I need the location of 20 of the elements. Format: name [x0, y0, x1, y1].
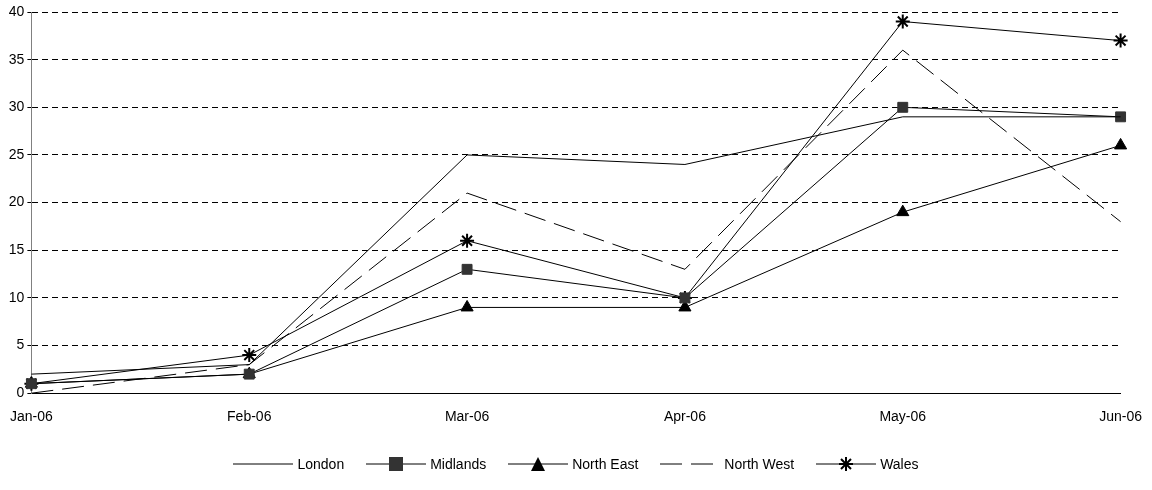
- x-tick-label: Jun-06: [1099, 408, 1143, 425]
- y-tick-label: 0: [16, 384, 25, 401]
- y-tick-label: 5: [16, 336, 25, 353]
- legend-label: North West: [724, 456, 795, 472]
- y-tick-label: 25: [8, 145, 25, 162]
- legend-label: North East: [572, 456, 639, 472]
- y-tick-label: 20: [8, 193, 25, 210]
- y-tick-label: 10: [8, 288, 25, 305]
- legend-label: Wales: [880, 456, 919, 472]
- x-tick-label: May-06: [879, 408, 927, 425]
- x-tick-label: Jan-06: [10, 408, 54, 425]
- y-tick-label: 15: [8, 241, 25, 258]
- x-tick-label: Apr-06: [663, 408, 707, 425]
- x-tick-label: Feb-06: [227, 408, 272, 425]
- legend-label: Midlands: [430, 456, 487, 472]
- y-tick-label: 35: [8, 50, 25, 67]
- legend-label: London: [297, 456, 345, 472]
- y-tick-label: 40: [8, 2, 25, 19]
- y-tick-label: 30: [8, 98, 25, 115]
- x-tick-label: Mar-06: [444, 408, 490, 425]
